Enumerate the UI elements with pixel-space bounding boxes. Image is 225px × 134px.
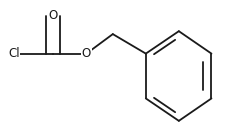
Text: O: O	[81, 47, 91, 60]
Text: Cl: Cl	[8, 47, 20, 60]
Text: O: O	[48, 9, 57, 22]
